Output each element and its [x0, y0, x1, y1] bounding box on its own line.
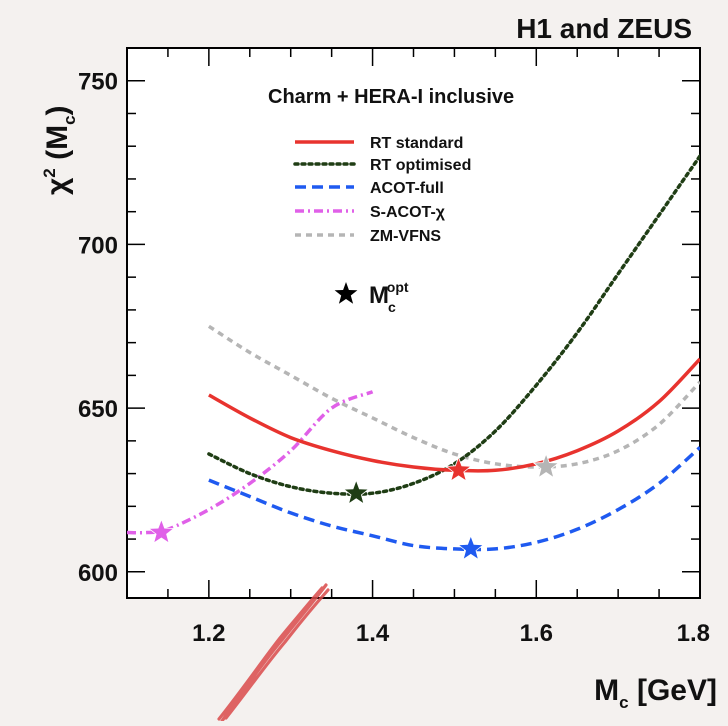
legend-marker-sup: opt	[387, 279, 409, 295]
x-axis-label-sub: c	[619, 693, 628, 712]
legend-marker-m: M	[369, 282, 389, 309]
legend-label: ACOT-full	[370, 180, 444, 197]
x-tick-label: 1.2	[192, 620, 225, 647]
y-tick-label: 600	[78, 560, 118, 587]
optimum-star-rt-optimised	[342, 479, 370, 505]
legend-label: RT standard	[370, 135, 463, 152]
series-line-zm-vfns	[207, 324, 700, 469]
chart-title: Charm + HERA-I inclusive	[268, 86, 514, 108]
optimum-star-s-acot-	[147, 518, 175, 544]
x-tick-label: 1.8	[677, 620, 710, 647]
plot-frame	[126, 47, 701, 599]
legend-label: S-ACOT-χ	[370, 204, 446, 221]
optimum-star-acot-full	[457, 534, 485, 561]
legend-marker-label: Mc opt	[369, 279, 409, 315]
experiment-label: H1 and ZEUS	[516, 13, 692, 44]
y-tick-label: 700	[78, 232, 118, 259]
x-tick-label: 1.4	[356, 620, 390, 647]
y-axis-label-chi: χ	[41, 177, 74, 195]
legend-label: RT optimised	[370, 157, 471, 174]
x-axis-label: Mc [GeV]	[594, 674, 717, 712]
x-axis-label-unit: [GeV]	[629, 674, 717, 707]
optimum-star-rt-standard	[445, 456, 472, 482]
y-axis-label-arg: (M	[41, 125, 74, 168]
y-tick-label: 650	[78, 396, 118, 423]
legend-label: ZM-VFNS	[370, 228, 441, 245]
legend-marker-sub: c	[388, 299, 396, 315]
legend-star-marker	[334, 282, 358, 304]
y-axis-label-sup: 2	[40, 168, 59, 177]
series-line-acot-full	[208, 446, 700, 552]
x-axis-label-m: M	[594, 674, 619, 707]
series-line-s-acot-	[127, 390, 374, 535]
optimum-star-zm-vfns	[532, 452, 560, 479]
y-axis-label-sub: c	[60, 115, 79, 124]
red-pen-stroke	[217, 583, 330, 723]
y-axis-label-close: )	[41, 105, 74, 115]
y-tick-label: 750	[78, 69, 118, 96]
x-tick-label: 1.6	[520, 620, 553, 647]
y-axis-label: χ2 (Mc)	[40, 105, 79, 195]
